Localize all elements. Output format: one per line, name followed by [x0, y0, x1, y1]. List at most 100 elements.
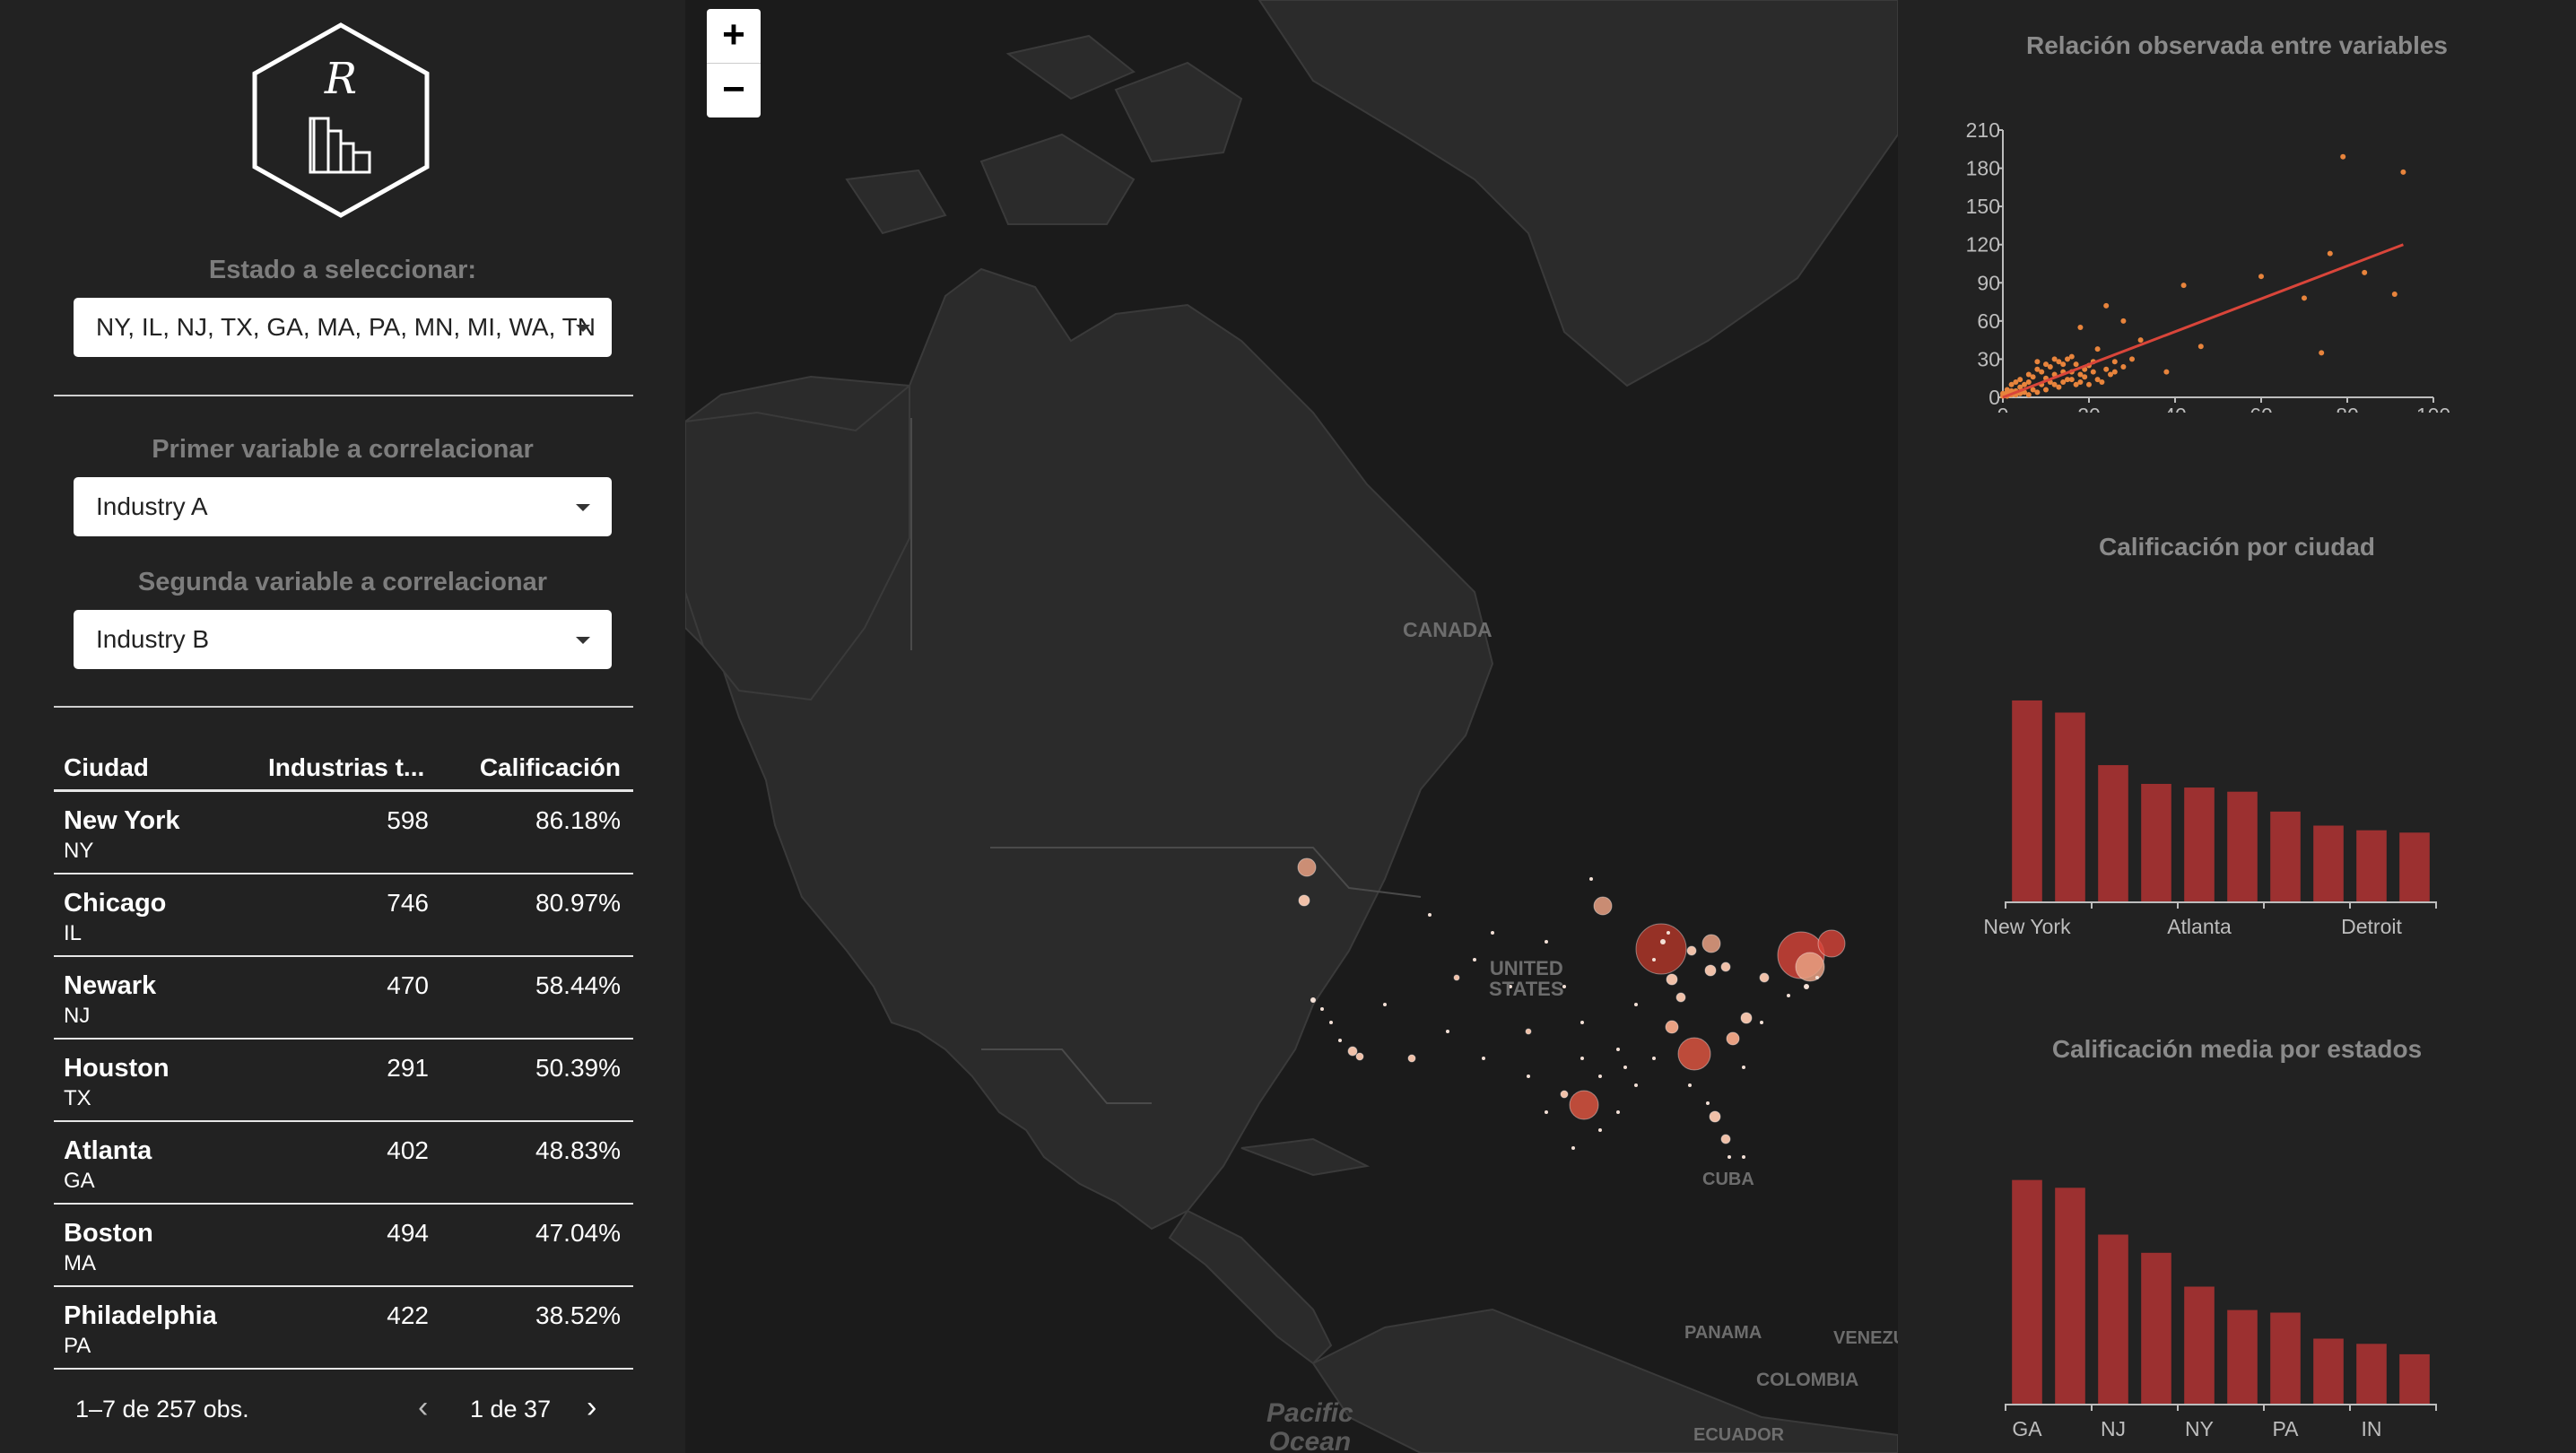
bar: [2055, 712, 2085, 901]
scatter-point: [2111, 369, 2118, 375]
scatter-point: [2258, 274, 2264, 280]
city-table: Ciudad Industrias t... Calificación New …: [54, 743, 633, 1370]
map-marker[interactable]: [1635, 923, 1687, 975]
map-marker[interactable]: [1759, 972, 1770, 983]
bar: [2141, 783, 2171, 901]
column-header-score[interactable]: Calificación: [479, 753, 621, 781]
scatter-point: [2022, 381, 2027, 387]
table-row[interactable]: Atlanta GA 402 48.83%: [54, 1122, 633, 1205]
column-header-industries[interactable]: Industrias t...: [268, 753, 425, 781]
x-tick-label: IN: [2362, 1417, 2382, 1440]
map[interactable]: + − CANADA UNITED STATES CUBA PANAMA COL…: [685, 0, 1898, 1453]
trend-line: [2002, 243, 2404, 399]
table-cell-industries: 598: [387, 806, 429, 834]
scatter-point: [2120, 363, 2127, 370]
x-tick-label: NJ: [2101, 1417, 2126, 1440]
var2-select[interactable]: Industry B: [74, 610, 612, 669]
state-bar-chart[interactable]: GA NJ NY PA IN: [1898, 1076, 2576, 1453]
map-marker[interactable]: [1355, 1052, 1364, 1061]
table-cell-score: 80.97%: [535, 889, 621, 917]
scatter-chart[interactable]: 0 30 60 90 120 150 180 210 0 20 40 60 80 100: [1898, 0, 2576, 413]
table-row[interactable]: Newark NJ 470 58.44%: [54, 957, 633, 1040]
zoom-in-button[interactable]: +: [707, 9, 761, 64]
chevron-down-icon: [576, 504, 590, 511]
scatter-point: [2065, 377, 2070, 383]
var1-select[interactable]: Industry A: [74, 477, 612, 536]
city-bar-chart[interactable]: New York Atlanta Detroit: [1898, 583, 2576, 996]
y-tick-label: 120: [1966, 233, 2000, 257]
map-marker[interactable]: [1740, 1012, 1753, 1024]
table-cell-industries: 402: [387, 1136, 429, 1164]
table-cell-score: 38.52%: [535, 1301, 621, 1329]
scatter-point: [2017, 384, 2023, 390]
table-row[interactable]: New York NY 598 86.18%: [54, 792, 633, 874]
map-marker[interactable]: [1795, 952, 1825, 982]
scatter-point: [2197, 344, 2204, 350]
scatter-point: [2039, 369, 2045, 375]
chevron-down-icon: [576, 637, 590, 644]
table-cell-city: Chicago: [64, 889, 167, 918]
table-body: New York NY 598 86.18% Chicago IL 746 80.97% New…: [54, 792, 633, 1370]
map-marker[interactable]: [1347, 1046, 1358, 1057]
state-select-label: Estado a seleccionar:: [208, 256, 477, 284]
map-marker[interactable]: [1709, 1110, 1721, 1123]
map-marker[interactable]: [1817, 929, 1846, 958]
state-select[interactable]: NY, IL, NJ, TX, GA, MA, PA, MN, MI, WA, …: [74, 298, 612, 357]
scatter-point: [2060, 378, 2067, 385]
scatter-point: [2077, 324, 2084, 330]
map-marker[interactable]: [1726, 1031, 1740, 1046]
prev-page-button[interactable]: ‹: [418, 1390, 429, 1424]
map-marker[interactable]: [1665, 1020, 1679, 1034]
table-cell-state: GA: [64, 1169, 95, 1193]
scatter-point: [2068, 353, 2075, 360]
scatter-point: [2362, 269, 2368, 275]
scatter-point: [2094, 346, 2101, 352]
y-tick-label: 210: [1966, 118, 2000, 142]
scatter-point: [2030, 387, 2036, 393]
table-cell-industries: 470: [387, 971, 429, 999]
scatter-point: [2103, 366, 2110, 372]
scatter-point: [2004, 389, 2010, 396]
scatter-point: [2047, 363, 2053, 370]
map-marker[interactable]: [1686, 945, 1697, 956]
map-marker[interactable]: [1675, 992, 1686, 1003]
table-row[interactable]: Boston MA 494 47.04%: [54, 1205, 633, 1287]
map-marker[interactable]: [1560, 1090, 1569, 1099]
table-cell-city: Houston: [64, 1054, 170, 1083]
x-tick-label: 60: [2250, 404, 2273, 413]
scatter-point: [2073, 381, 2079, 387]
table-cell-score: 47.04%: [535, 1219, 621, 1247]
bar: [2012, 1179, 2042, 1404]
table-row[interactable]: Chicago IL 746 80.97%: [54, 874, 633, 957]
y-tick-label: 30: [1977, 347, 2000, 370]
column-header-city[interactable]: Ciudad: [64, 753, 149, 781]
map-marker[interactable]: [1453, 974, 1460, 981]
bar: [2055, 1188, 2085, 1404]
x-tick-label: Atlanta: [2167, 915, 2232, 938]
bar: [2098, 765, 2128, 901]
map-marker[interactable]: [1297, 857, 1317, 877]
map-marker[interactable]: [1593, 896, 1613, 916]
map-marker[interactable]: [1704, 964, 1717, 977]
table-cell-city: Newark: [64, 971, 157, 1000]
map-marker[interactable]: [1407, 1054, 1416, 1063]
map-marker[interactable]: [1720, 1134, 1731, 1144]
scatter-point: [2400, 169, 2406, 175]
scatter-point: [2025, 371, 2032, 378]
scatter-point: [2051, 356, 2058, 362]
map-marker[interactable]: [1720, 961, 1731, 972]
map-label-colombia: COLOMBIA: [1756, 1370, 1859, 1390]
map-marker[interactable]: [1666, 973, 1678, 986]
map-marker[interactable]: [1677, 1037, 1711, 1071]
map-marker[interactable]: [1569, 1090, 1599, 1120]
next-page-button[interactable]: ›: [587, 1390, 597, 1424]
map-marker[interactable]: [1525, 1028, 1532, 1035]
x-tick-label: 0: [1997, 404, 2009, 413]
table-row[interactable]: Philadelphia PA 422 38.52%: [54, 1287, 633, 1370]
map-marker[interactable]: [1701, 934, 1721, 953]
scatter-point: [2017, 377, 2023, 383]
zoom-out-button[interactable]: −: [707, 64, 761, 117]
table-row[interactable]: Houston TX 291 50.39%: [54, 1040, 633, 1122]
scatter-point: [2103, 302, 2110, 309]
map-marker[interactable]: [1298, 894, 1310, 907]
